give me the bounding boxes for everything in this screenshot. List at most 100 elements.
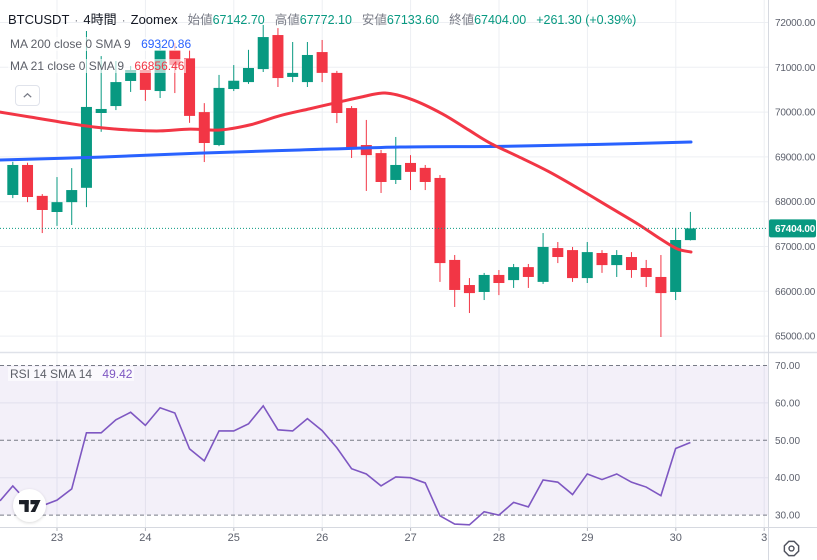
candle [434, 175, 446, 282]
candle [360, 119, 372, 191]
ma21-value: 66856.46 [134, 59, 185, 73]
price-axis-label: 65000.00 [775, 332, 816, 343]
candle [449, 255, 461, 307]
ohlc-low: 安値67133.60 [362, 9, 439, 28]
candle [272, 28, 284, 88]
time-axis-label: 25 [228, 532, 240, 544]
candle [640, 259, 652, 288]
ma21-legend[interactable]: MA 21 close 0 SMA 9 66856.46 [8, 59, 187, 73]
ma200-legend[interactable]: MA 200 close 0 SMA 9 69320.86 [8, 37, 194, 51]
rsi-value: 49.42 [102, 367, 133, 381]
candle [51, 177, 63, 226]
candle [375, 149, 387, 193]
time-axis-label: 24 [139, 532, 151, 544]
symbol-header: BTCUSDT · 4時間 · Zoomex 始値67142.70 高値6777… [8, 9, 636, 28]
rsi-axis-label: 30.00 [775, 511, 800, 522]
tradingview-logo[interactable] [13, 489, 46, 522]
high-value: 67772.10 [299, 13, 352, 27]
candle [596, 250, 608, 273]
candle [301, 41, 313, 88]
price-axis-label: 70000.00 [775, 108, 816, 119]
candle [36, 194, 48, 234]
ohlc-open: 始値67142.70 [188, 9, 265, 28]
symbol-name[interactable]: BTCUSDT [8, 12, 70, 27]
candle [567, 246, 579, 282]
time-axis-label: 3 [761, 532, 767, 544]
ma200-line [0, 140, 693, 162]
time-axis-label: 27 [404, 532, 416, 544]
price-axis-label: 71000.00 [775, 63, 816, 74]
open-value: 67142.70 [212, 13, 265, 27]
candle [493, 270, 505, 296]
candle [242, 49, 254, 84]
ohlc-close: 終値67404.00 [449, 9, 526, 28]
price-axis-label: 68000.00 [775, 197, 816, 208]
svg-text:67404.00: 67404.00 [775, 224, 816, 235]
gear-icon [783, 540, 799, 556]
candle [478, 272, 490, 301]
candle [257, 24, 269, 73]
candle [22, 162, 34, 203]
rsi-axis[interactable]: 70.00 60.00 50.00 40.00 30.00 [775, 361, 800, 522]
ohlc-high: 高値67772.10 [275, 9, 352, 28]
change-label: +261.30 (+0.39%) [536, 13, 637, 27]
ma21-label: MA 21 close 0 SMA 9 [10, 59, 125, 73]
low-value: 67133.60 [386, 13, 440, 27]
ma200-label: MA 200 close 0 SMA 9 [10, 37, 131, 51]
candle [670, 227, 682, 301]
candle [581, 242, 593, 284]
exchange-label[interactable]: Zoomex [130, 12, 178, 27]
price-axis[interactable]: 72000.00 71000.00 70000.00 69000.00 68000.00… [775, 18, 816, 343]
candle [316, 39, 328, 83]
rsi-axis-label: 70.00 [775, 361, 800, 372]
open-label: 始値 [187, 13, 213, 27]
rsi-line [0, 404, 691, 526]
price-axis-label: 67000.00 [775, 242, 816, 253]
ma200-value: 69320.86 [141, 37, 192, 51]
candle [552, 242, 564, 264]
price-axis-label: 72000.00 [775, 18, 816, 29]
candle [228, 65, 240, 92]
time-axis-label: 23 [51, 532, 63, 544]
time-axis-label: 26 [316, 532, 328, 544]
candle [611, 250, 623, 277]
candle [139, 67, 151, 101]
candle [684, 211, 696, 241]
settings-icon[interactable] [781, 538, 801, 558]
time-axis-label: 28 [493, 532, 505, 544]
separator-dot: · [121, 13, 126, 27]
candle [287, 41, 299, 83]
candle [655, 255, 667, 337]
time-axis-label: 29 [581, 532, 593, 544]
candle [625, 252, 637, 278]
candle [463, 278, 475, 314]
price-axis-label: 69000.00 [775, 152, 816, 163]
rsi-axis-label: 50.00 [775, 436, 800, 447]
rsi-axis-label: 60.00 [775, 398, 800, 409]
candle [80, 31, 92, 208]
collapse-legend-button[interactable] [15, 85, 40, 106]
time-axis-label: 30 [670, 532, 682, 544]
rsi-axis-label: 40.00 [775, 473, 800, 484]
candle [7, 161, 19, 199]
high-label: 高値 [274, 13, 300, 27]
interval-label[interactable]: 4時間 [83, 12, 117, 27]
current-price-label: 67404.00 [769, 219, 816, 238]
rsi-label: RSI 14 SMA 14 [10, 367, 93, 381]
candle [522, 263, 534, 288]
candle [419, 164, 431, 191]
close-label: 終値 [449, 13, 475, 27]
candle [508, 263, 520, 288]
candle [346, 106, 358, 159]
candle [331, 70, 343, 124]
low-label: 安値 [361, 13, 387, 27]
time-axis[interactable]: 23 24 25 26 27 28 29 30 3 [51, 528, 767, 544]
candle [537, 233, 549, 284]
candle [66, 168, 78, 225]
rsi-legend[interactable]: RSI 14 SMA 14 49.42 [8, 367, 135, 381]
ma21-line [0, 91, 693, 254]
candle [184, 50, 196, 123]
candle [213, 74, 225, 147]
